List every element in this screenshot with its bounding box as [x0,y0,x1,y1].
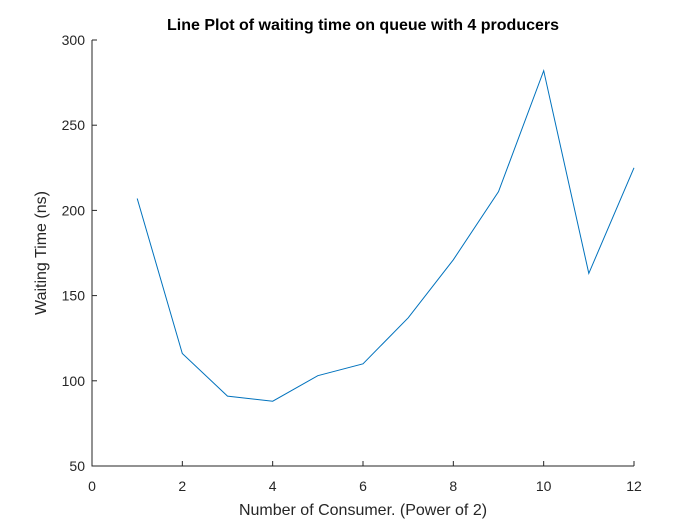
chart-title: Line Plot of waiting time on queue with … [167,17,559,34]
data-point [137,198,138,199]
y-tick-label: 250 [62,117,86,133]
x-tick-label: 4 [269,478,277,494]
y-axis-label: Waiting Time (ns) [33,191,50,315]
data-point [363,363,364,364]
y-axis-ticks: 50 100 150 200 250 300 [62,32,97,474]
x-tick-label: 0 [88,478,96,494]
series-line [136,68,635,402]
data-point [182,353,183,354]
x-tick-label: 10 [536,478,552,494]
data-point [453,259,454,260]
x-tick-label: 2 [178,478,186,494]
axis-box [91,40,634,467]
data-point [272,401,273,402]
data-point [543,70,544,71]
series-group [136,68,635,402]
data-point [227,396,228,397]
x-tick-label: 8 [449,478,457,494]
data-point [408,317,409,318]
y-tick-label: 200 [62,202,86,218]
x-axis-label: Number of Consumer. (Power of 2) [239,502,487,519]
axes [91,40,634,467]
data-point [634,167,635,168]
data-point [498,191,499,192]
x-tick-label: 12 [626,478,642,494]
data-point [588,273,589,274]
y-tick-label: 100 [62,373,86,389]
y-tick-label: 300 [62,32,86,48]
x-tick-label: 6 [359,478,367,494]
data-point [317,375,318,376]
x-axis-ticks: 0 2 4 6 8 10 12 [88,461,642,494]
y-tick-label: 150 [62,288,86,304]
y-tick-label: 50 [69,458,85,474]
